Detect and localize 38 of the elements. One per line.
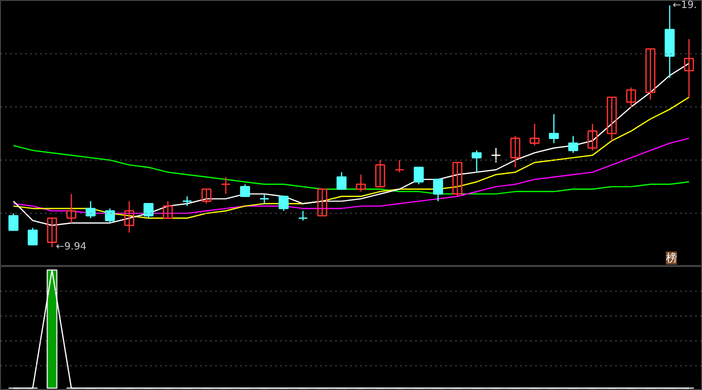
candlestick: [28, 227, 38, 246]
candlestick: [626, 86, 636, 108]
candlestick: [587, 123, 598, 152]
candlestick: [530, 123, 540, 146]
candlestick: [86, 200, 96, 219]
candlestick: [317, 188, 328, 216]
candlestick: [182, 196, 192, 207]
candlestick: [259, 193, 270, 204]
candlestick: [47, 217, 58, 248]
candlestick: [66, 193, 76, 224]
candlestick: [433, 178, 444, 202]
annotation: ←19.: [672, 0, 697, 11]
candlestick: [568, 135, 578, 154]
candlestick: [356, 174, 366, 192]
annotation: ←9.94: [56, 242, 87, 253]
candlestick: [414, 166, 424, 185]
candlestick: [645, 48, 656, 100]
candlestick: [201, 188, 212, 204]
text: 榜: [666, 252, 677, 265]
candlestick: [394, 160, 404, 173]
candlestick: [548, 114, 559, 144]
candlestick: [240, 184, 250, 198]
candlestick: [472, 150, 482, 173]
candlestick: [606, 96, 617, 142]
candlestick: [220, 176, 231, 195]
candlestick: [278, 196, 289, 212]
candlestick: [684, 38, 694, 98]
candlestick: [144, 202, 154, 219]
candlestick: [298, 210, 308, 222]
candlestick: [510, 135, 520, 168]
candlestick: [124, 200, 134, 234]
candlestick: [8, 212, 18, 231]
candlestick: [375, 160, 386, 188]
candlestick: [104, 208, 115, 224]
candlestick: [336, 172, 347, 190]
candlestick: [452, 162, 462, 197]
candlestick: [162, 200, 173, 219]
candlestick: [490, 147, 501, 164]
